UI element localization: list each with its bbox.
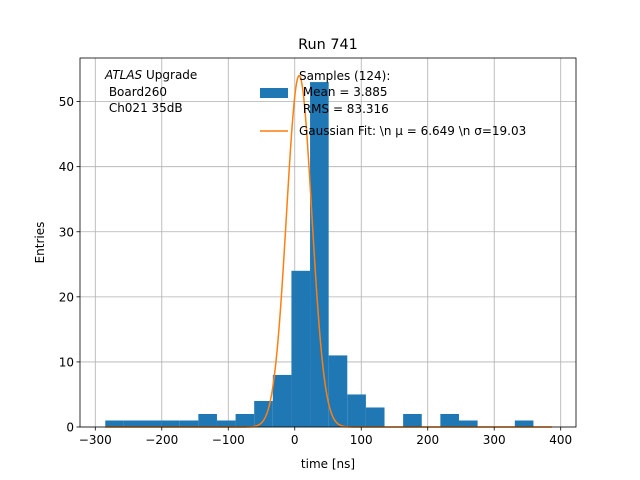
y-tick-label: 30 [59,225,74,239]
histogram-bar [235,413,255,427]
plot-frame [79,57,577,428]
atlas-annotation: ATLAS Upgrade Board260 Ch021 35dB [104,68,197,115]
y-axis-label: Entries [33,222,47,264]
histogram-bar [440,413,459,427]
x-tick-label: 400 [549,433,572,447]
legend-histogram-swatch [260,88,288,98]
chart-title: Run 741 [298,37,358,53]
histogram-bar [142,420,162,427]
histogram-bar [161,420,180,427]
histogram-bars [105,82,534,427]
y-tick-label: 50 [59,95,74,109]
x-axis-label: time [ns] [301,457,355,471]
y-tick-label: 10 [59,355,74,369]
histogram-bar [310,82,329,427]
histogram-bar [179,420,199,427]
histogram-bar [328,355,348,427]
annotation-line-3: Ch021 35dB [105,101,183,115]
atlas-italic: ATLAS [104,68,143,82]
x-tick-label: −100 [212,433,245,447]
x-tick-label: −300 [79,433,112,447]
histogram-bar [272,374,292,427]
legend: Samples (124): Mean = 3.885 RMS = 83.316… [260,69,526,138]
y-tick-label: 40 [59,160,74,174]
y-tick-label: 20 [59,290,74,304]
x-tick-label: −200 [145,433,178,447]
histogram-bar [458,420,478,427]
histogram-bar [198,413,217,427]
y-tick-label: 0 [66,421,74,435]
histogram-bar [347,394,366,427]
x-tick-label: 200 [416,433,439,447]
histogram-bar [403,413,422,427]
x-tick-label: 0 [291,433,299,447]
x-axis: −300 −200 −100 0 100 200 300 400 [79,427,572,447]
annotation-line-1: ATLAS Upgrade [104,68,197,82]
histogram-bar [216,420,236,427]
x-tick-label: 100 [350,433,373,447]
histogram-bar [105,420,124,427]
histogram-bar [514,420,534,427]
histogram-bar [365,407,385,427]
histogram-bar [123,420,143,427]
histogram-bar [291,270,311,427]
legend-histogram-line-2: Mean = 3.885 [299,85,388,99]
annotation-line-2: Board260 [105,85,167,99]
legend-histogram-line-3: RMS = 83.316 [299,102,389,116]
legend-histogram-line-1: Samples (124): [299,69,390,83]
upgrade-text: Upgrade [142,68,197,82]
y-axis: 0 10 20 30 40 50 [59,95,80,435]
legend-fit-label: Gaussian Fit: \n μ = 6.649 \n σ=19.03 [299,124,526,138]
x-tick-label: 300 [483,433,506,447]
